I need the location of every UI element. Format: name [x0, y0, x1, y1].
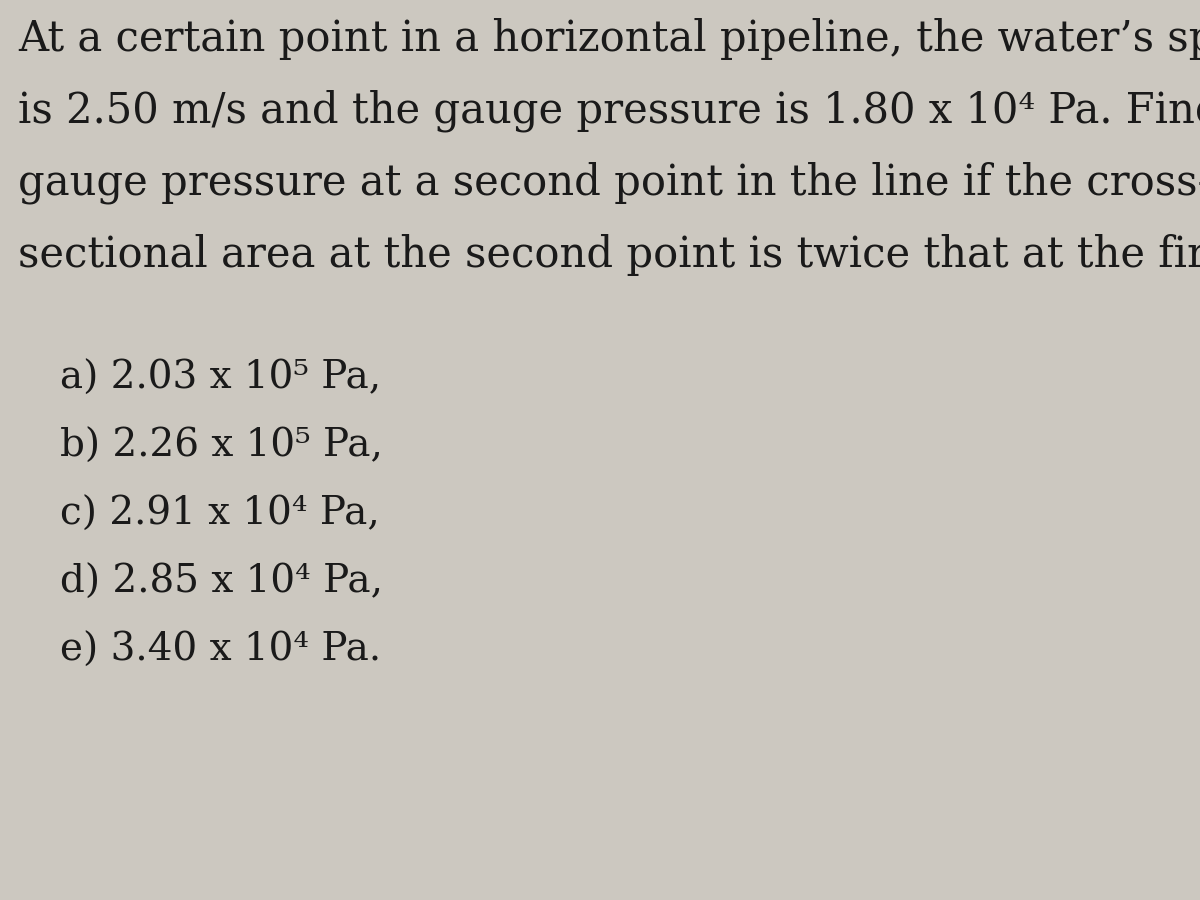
Text: gauge pressure at a second point in the line if the cross-: gauge pressure at a second point in the …: [18, 162, 1200, 204]
Text: d) 2.85 x 10⁴ Pa,: d) 2.85 x 10⁴ Pa,: [60, 564, 383, 601]
Text: is 2.50 m/s and the gauge pressure is 1.80 x 10⁴ Pa. Find the: is 2.50 m/s and the gauge pressure is 1.…: [18, 90, 1200, 132]
Text: c) 2.91 x 10⁴ Pa,: c) 2.91 x 10⁴ Pa,: [60, 496, 379, 533]
Text: At a certain point in a horizontal pipeline, the water’s speed: At a certain point in a horizontal pipel…: [18, 18, 1200, 60]
Text: b) 2.26 x 10⁵ Pa,: b) 2.26 x 10⁵ Pa,: [60, 428, 383, 465]
Text: e) 3.40 x 10⁴ Pa.: e) 3.40 x 10⁴ Pa.: [60, 632, 382, 669]
Text: sectional area at the second point is twice that at the first?: sectional area at the second point is tw…: [18, 234, 1200, 276]
Text: a) 2.03 x 10⁵ Pa,: a) 2.03 x 10⁵ Pa,: [60, 360, 382, 397]
